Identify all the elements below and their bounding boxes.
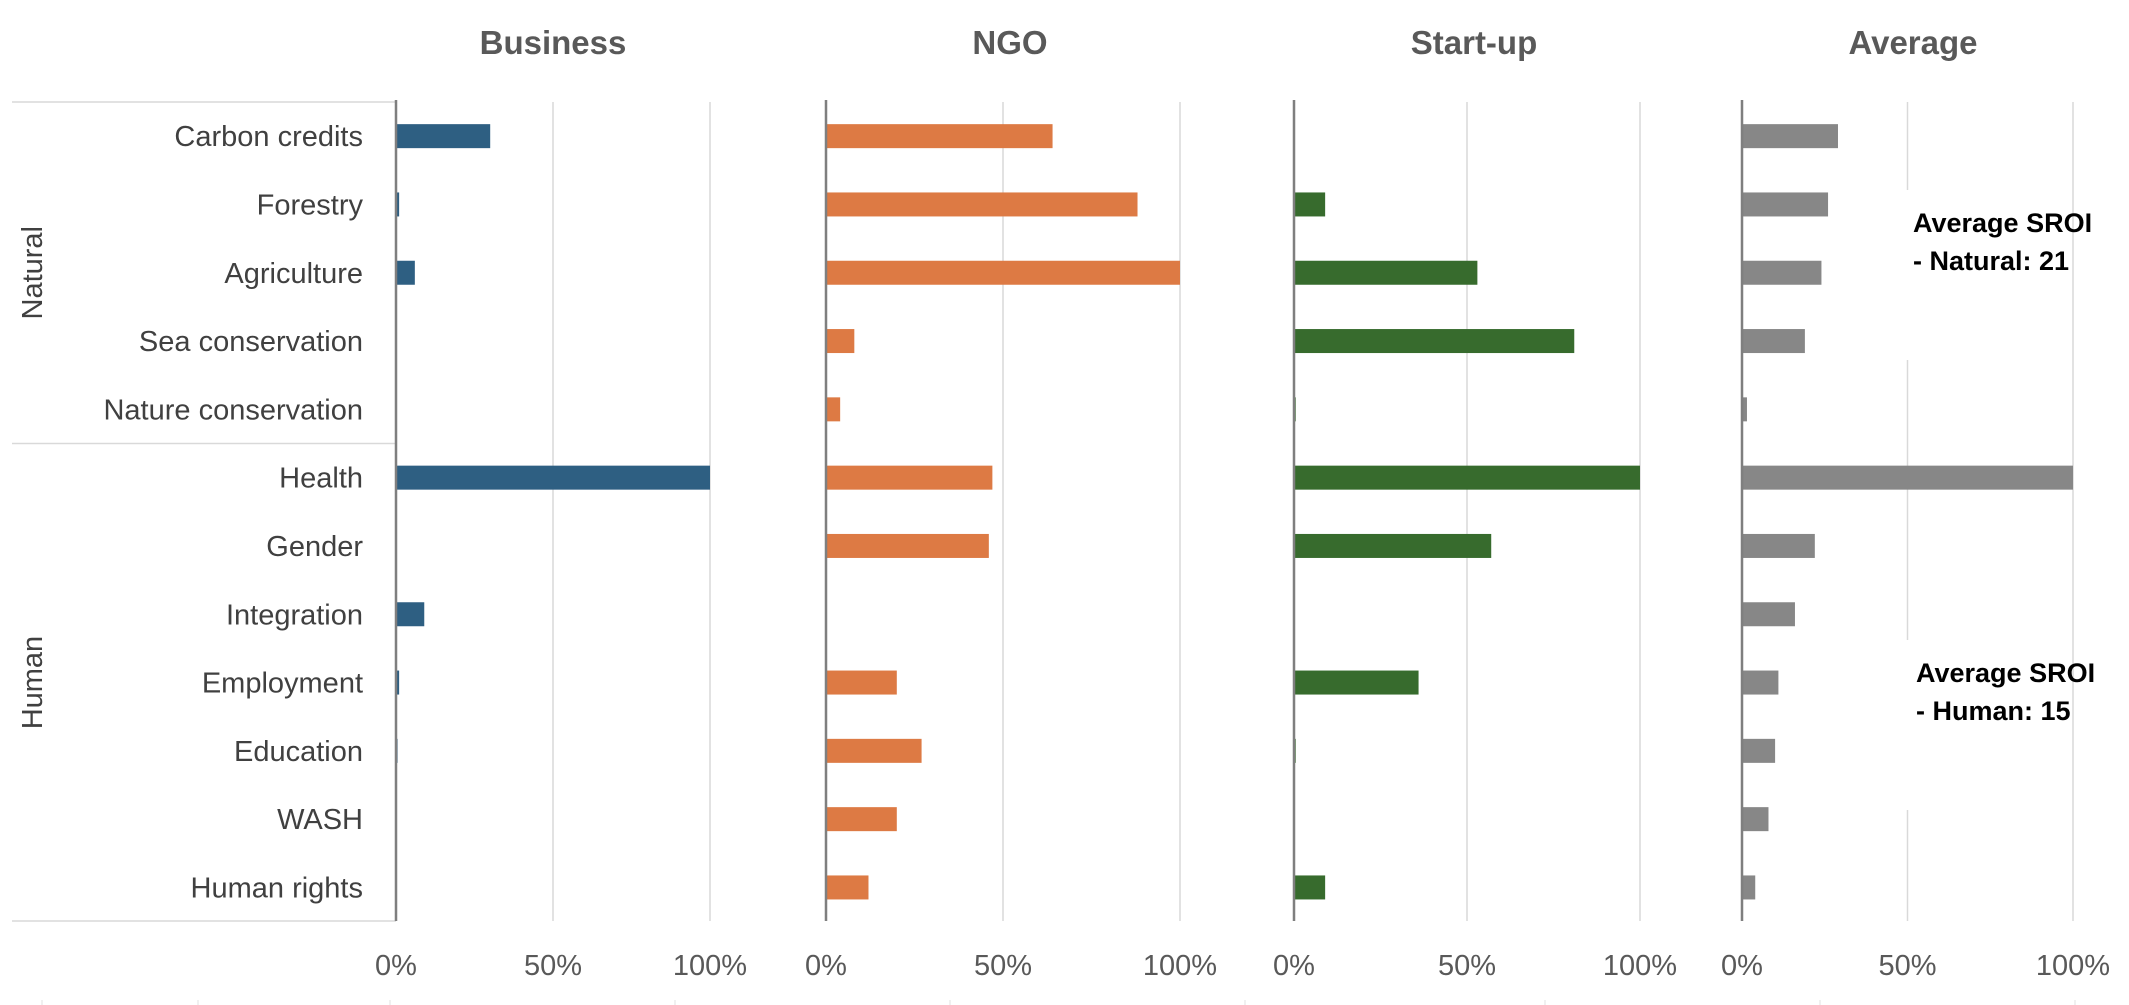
bar-ngo-employment [826,670,897,695]
bar-start-up-human-rights [1294,875,1326,900]
bar-business-forestry [396,192,400,217]
bar-ngo-human-rights [826,875,869,900]
bar-start-up-health [1294,465,1640,490]
bar-start-up-employment [1294,670,1419,695]
bar-ngo-sea-conservation [826,329,855,354]
annotation-human-line-1: Average SROI [1916,658,2095,688]
category-label-carbon-credits: Carbon credits [174,121,363,153]
panel-title-ngo: NGO [972,24,1047,61]
bar-business-agriculture [396,260,415,285]
category-label-nature-conservation: Nature conservation [103,394,363,426]
panel-title-business: Business [480,24,627,61]
x-tick-label-ngo: 0% [805,950,847,982]
x-tick-label-average: 0% [1721,950,1763,982]
bar-average-wash [1742,807,1769,832]
annotation-background [1900,640,2065,810]
x-tick-label-start-up: 0% [1273,950,1315,982]
group-label-human: Human [17,636,49,730]
category-label-sea-conservation: Sea conservation [139,326,363,358]
category-label-forestry: Forestry [257,189,364,221]
bar-ngo-forestry [826,192,1138,217]
bar-business-employment [396,670,400,695]
bar-business-integration [396,602,425,627]
bar-business-carbon-credits [396,124,491,149]
category-label-health: Health [279,463,363,495]
bar-average-carbon-credits [1742,124,1838,149]
bar-ngo-nature-conservation [826,397,841,422]
bar-average-health [1742,465,2073,490]
x-tick-label-average: 50% [1878,950,1936,982]
bar-ngo-education [826,738,922,763]
bar-start-up-sea-conservation [1294,329,1575,354]
bar-average-forestry [1742,192,1829,217]
bar-ngo-wash [826,807,897,832]
x-tick-label-ngo: 100% [1143,950,1217,982]
bar-ngo-agriculture [826,260,1180,285]
annotation-background [1900,190,2065,360]
x-tick-label-start-up: 100% [1603,950,1677,982]
category-label-agriculture: Agriculture [224,258,363,290]
x-tick-label-business: 0% [375,950,417,982]
category-label-employment: Employment [202,668,363,700]
panel-title-average: Average [1848,24,1977,61]
bar-ngo-gender [826,533,989,558]
category-label-gender: Gender [266,531,363,563]
bar-start-up-agriculture [1294,260,1478,285]
group-label-natural: Natural [17,226,49,320]
x-tick-label-start-up: 50% [1438,950,1496,982]
bar-average-integration [1742,602,1795,627]
bar-average-human-rights [1742,875,1756,900]
bar-average-nature-conservation [1742,397,1747,422]
category-label-education: Education [234,736,363,768]
bar-start-up-gender [1294,533,1492,558]
bar-average-sea-conservation [1742,329,1805,354]
panel-title-start-up: Start-up [1411,24,1538,61]
bar-ngo-carbon-credits [826,124,1053,149]
x-tick-label-business: 50% [524,950,582,982]
bar-start-up-forestry [1294,192,1326,217]
bar-average-education [1742,738,1776,763]
annotation-natural-line-2: - Natural: 21 [1913,246,2069,276]
bar-average-agriculture [1742,260,1822,285]
bar-business-health [396,465,710,490]
category-label-human-rights: Human rights [191,872,363,904]
annotation-human-line-2: - Human: 15 [1916,696,2071,726]
category-label-wash: WASH [277,804,363,836]
x-tick-label-average: 100% [2036,950,2110,982]
bar-average-employment [1742,670,1779,695]
annotation-natural-line-1: Average SROI [1913,208,2092,238]
bar-ngo-health [826,465,993,490]
category-label-integration: Integration [226,599,363,631]
x-tick-label-ngo: 50% [974,950,1032,982]
x-tick-label-business: 100% [673,950,747,982]
bar-average-gender [1742,533,1815,558]
